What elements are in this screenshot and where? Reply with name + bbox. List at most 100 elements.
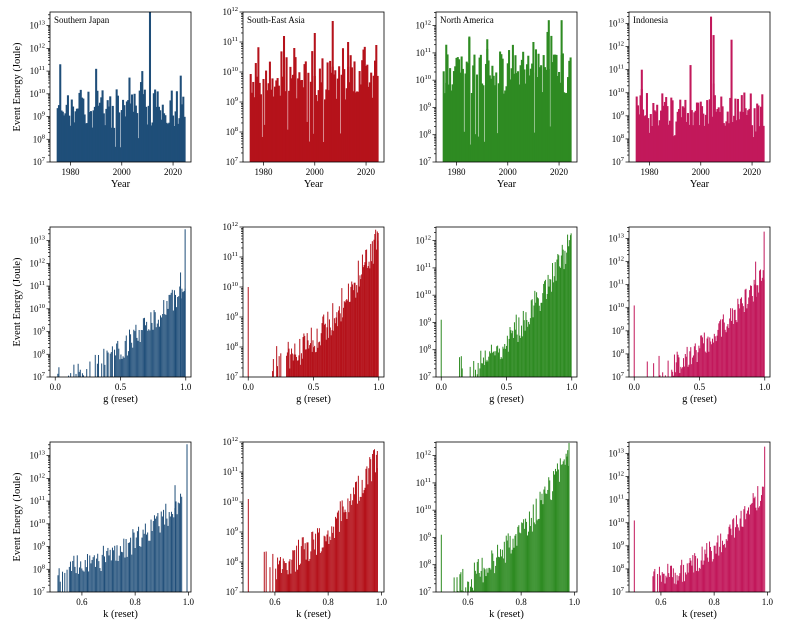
bar xyxy=(524,330,526,377)
bar xyxy=(278,564,280,592)
bar xyxy=(305,559,307,592)
bar xyxy=(119,546,121,592)
bar xyxy=(293,48,296,162)
bar xyxy=(712,342,714,377)
bar xyxy=(340,74,343,162)
bar xyxy=(714,545,716,592)
bar xyxy=(155,327,157,377)
bar xyxy=(375,229,377,377)
bar xyxy=(154,89,157,162)
bar xyxy=(689,351,691,377)
bar xyxy=(303,64,306,162)
bar xyxy=(88,571,90,592)
bar xyxy=(681,368,683,377)
bar xyxy=(717,329,719,377)
bar xyxy=(658,355,660,377)
bar xyxy=(564,93,567,162)
bar xyxy=(505,345,507,377)
bar xyxy=(558,72,561,162)
bar xyxy=(289,66,292,162)
bar xyxy=(96,558,98,592)
bar xyxy=(755,507,757,592)
bar xyxy=(461,590,463,592)
bar xyxy=(542,293,544,377)
bar xyxy=(97,105,100,162)
bar xyxy=(174,111,177,162)
bar xyxy=(552,491,554,592)
bar xyxy=(82,98,85,162)
bar xyxy=(277,366,278,377)
bar xyxy=(92,110,95,162)
bar xyxy=(68,375,70,377)
bar xyxy=(702,337,704,377)
bar xyxy=(761,277,763,377)
bar xyxy=(163,300,165,377)
bar xyxy=(76,555,78,592)
bar xyxy=(109,96,112,162)
bar xyxy=(527,531,529,592)
y-axis-label: Event Energy (Joule) xyxy=(12,472,23,562)
bar xyxy=(285,57,288,163)
x-tick-label: 0.6 xyxy=(76,597,88,607)
bar xyxy=(707,123,710,162)
bar xyxy=(353,61,356,162)
bar xyxy=(515,314,517,377)
bar xyxy=(178,503,180,592)
bar xyxy=(310,551,312,592)
bar xyxy=(562,461,564,592)
bar xyxy=(478,572,480,592)
bar xyxy=(489,351,491,377)
bar xyxy=(68,566,70,592)
bar xyxy=(459,72,462,162)
bar xyxy=(670,565,672,592)
bar xyxy=(567,246,569,377)
bar xyxy=(535,302,537,377)
y-tick-label: 109 xyxy=(612,110,624,121)
bar xyxy=(167,525,169,592)
bar xyxy=(286,129,289,162)
bar xyxy=(86,123,89,162)
bar xyxy=(258,82,261,162)
bar xyxy=(337,326,339,377)
bar xyxy=(122,99,125,162)
bar xyxy=(681,106,684,162)
bar xyxy=(560,255,562,377)
bar xyxy=(760,280,762,377)
bar xyxy=(549,278,551,377)
bar xyxy=(291,348,293,377)
bar xyxy=(286,355,288,377)
bar xyxy=(276,579,278,592)
bar xyxy=(249,74,252,162)
bar xyxy=(751,502,753,592)
bar xyxy=(671,565,672,592)
bar xyxy=(160,315,162,377)
bar xyxy=(80,561,82,592)
bar xyxy=(333,318,335,377)
bar xyxy=(134,105,137,162)
bar xyxy=(181,496,183,592)
chart-panel-2-1: 107 108 109 1010 1011 1012 0.6 0.8 1.0 k (reset) xyxy=(223,436,388,620)
bar xyxy=(335,518,337,592)
y-tick-label: 1011 xyxy=(416,477,431,488)
bar xyxy=(302,87,305,162)
bar xyxy=(535,498,537,592)
bar xyxy=(758,507,760,592)
bar xyxy=(749,93,752,162)
bar xyxy=(565,92,568,162)
bar xyxy=(130,334,132,377)
bar xyxy=(722,545,724,592)
bar xyxy=(746,513,748,592)
bar xyxy=(702,113,705,162)
bar xyxy=(491,550,493,592)
bar xyxy=(713,95,716,162)
bar xyxy=(149,540,151,592)
bar xyxy=(361,479,363,592)
bar xyxy=(548,286,550,377)
bar xyxy=(500,556,502,592)
bar xyxy=(676,111,679,162)
bar xyxy=(521,522,523,592)
y-tick-label: 1010 xyxy=(416,504,432,515)
bar xyxy=(83,375,85,377)
bar xyxy=(529,525,531,592)
bar xyxy=(111,346,113,377)
